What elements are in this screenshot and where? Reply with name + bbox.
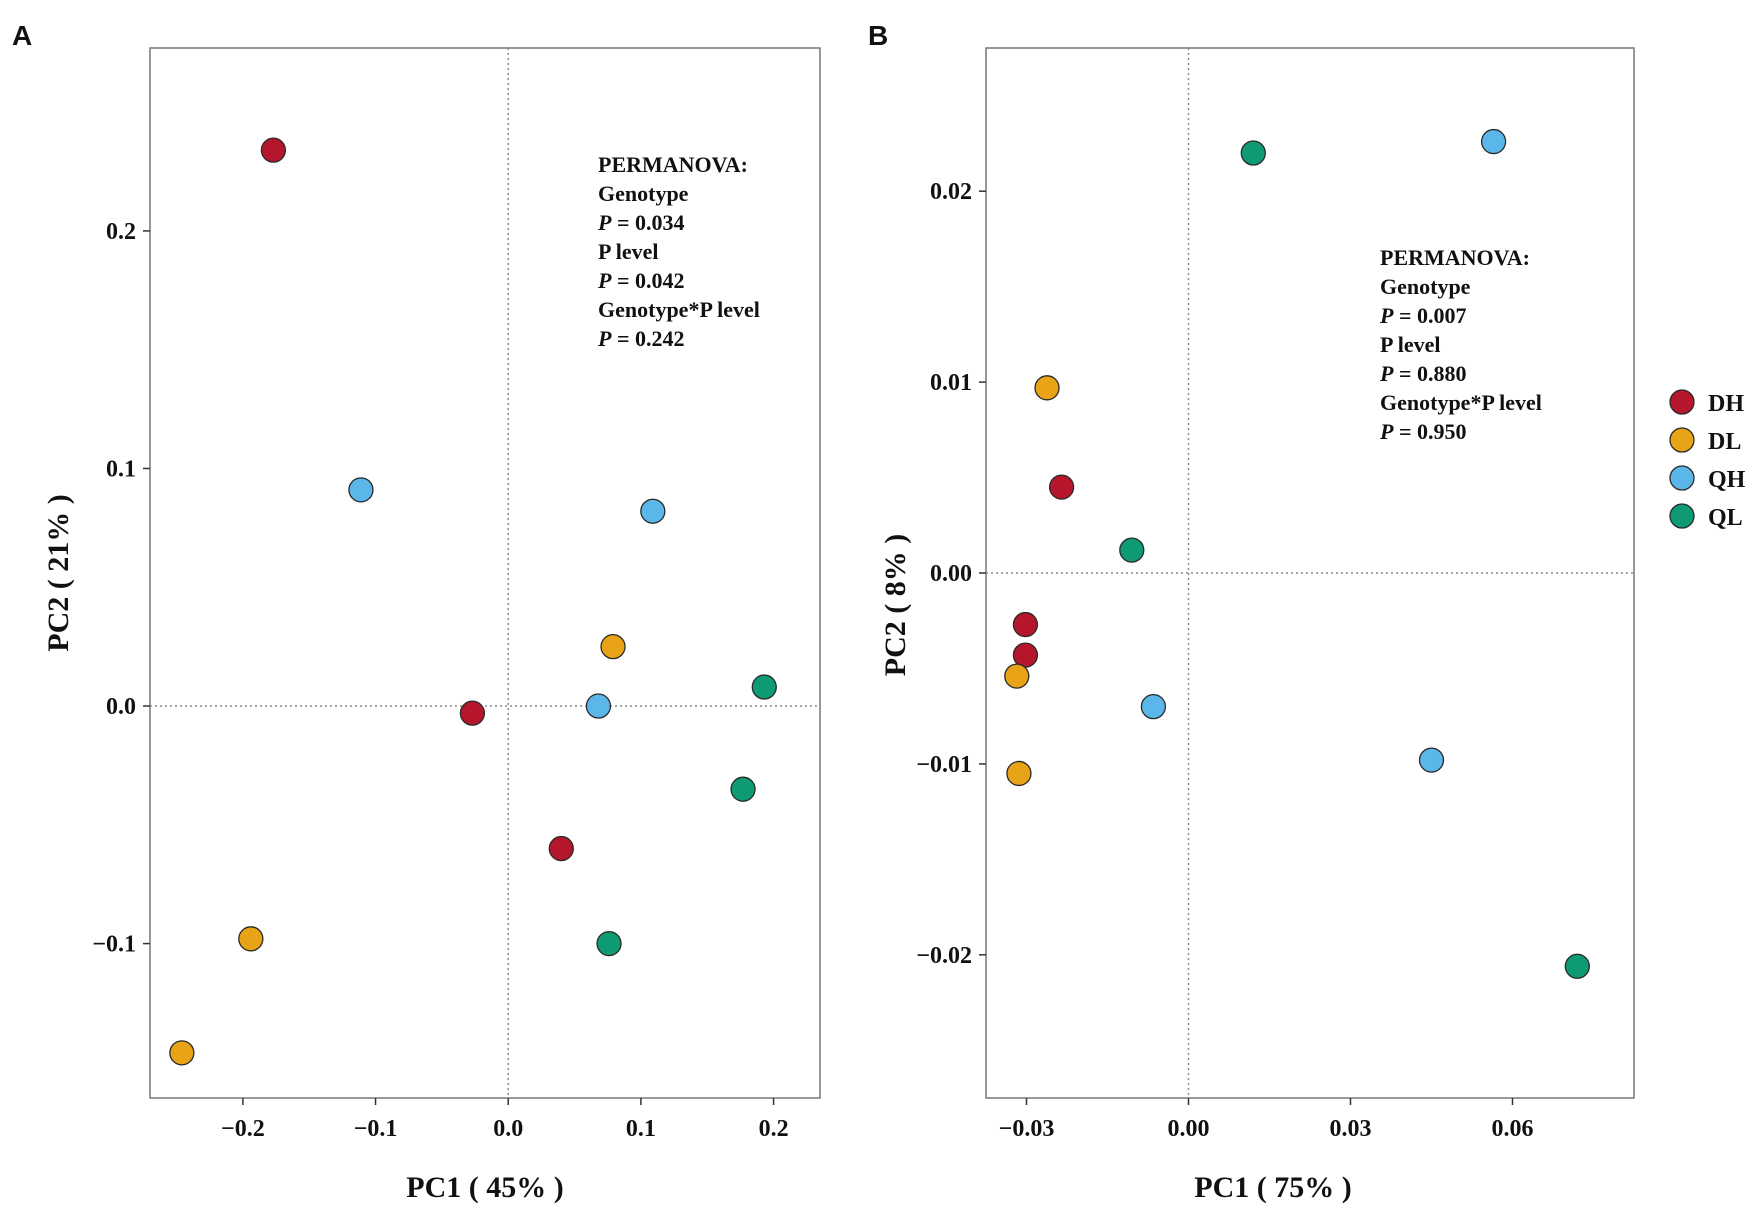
panel-a-point-ql — [730, 776, 756, 802]
legend-label-dl: DL — [1708, 429, 1741, 455]
legend-swatch-qh — [1669, 465, 1695, 491]
panel-b-point-ql — [1240, 140, 1266, 166]
panel-a-x-axis: −0.2 −0.1 0.0 0.1 0.2 — [221, 1098, 789, 1142]
panel-b-annotation-line: P = 0.950 — [1379, 419, 1467, 444]
panel-b-annotation-line: P level — [1380, 332, 1440, 357]
panel-b-y-tick-label: 0.02 — [930, 179, 972, 205]
panel-a-point-dh — [548, 835, 574, 862]
legend-label-qh: QH — [1708, 467, 1746, 493]
panel-a-pca-plot: −0.2 −0.1 0.0 0.1 0.2 −0.1 0.0 0.1 0.2 PC1 ( 45… — [42, 47, 821, 1204]
panel-a-point-ql — [596, 930, 622, 957]
panel-a-points — [169, 137, 777, 1066]
panel-a-y-tick-label: 0.1 — [106, 456, 136, 482]
panel-a-x-tick-label: 0.2 — [759, 1116, 789, 1142]
panel-b-y-tick-label: −0.01 — [916, 752, 972, 778]
panel-a-reference-lines — [150, 48, 820, 1098]
panel-b-annotation-line: P = 0.007 — [1379, 303, 1467, 328]
panel-b-annotation-line: Genotype*P level — [1380, 390, 1542, 415]
panel-b-label: B — [868, 20, 888, 51]
panel-a-y-axis: −0.1 0.0 0.1 0.2 — [92, 219, 150, 958]
panel-a-label: A — [12, 20, 32, 51]
panel-b-y-tick-label: −0.02 — [916, 943, 972, 969]
panel-b-points — [1004, 128, 1590, 979]
panel-a-x-tick-label: −0.1 — [354, 1116, 398, 1142]
panel-a-x-tick-label: 0.1 — [626, 1116, 656, 1142]
panel-b-annotation-line: Genotype — [1380, 274, 1471, 299]
panel-a-point-dl — [600, 633, 626, 660]
panel-a-plot-frame — [149, 47, 821, 1099]
panel-b-point-ql — [1564, 953, 1590, 979]
panel-a-point-qh — [640, 498, 666, 524]
panel-a-x-axis-label: PC1 ( 45% ) — [406, 1171, 563, 1204]
legend-label-ql: QL — [1708, 505, 1743, 531]
legend-label-dh: DH — [1708, 391, 1744, 417]
panel-a-point-qh — [348, 477, 374, 503]
panel-b-x-tick-label: 0.00 — [1168, 1116, 1210, 1142]
panel-a-annotation-line: PERMANOVA: — [598, 152, 748, 177]
panel-a-point-ql — [751, 674, 777, 700]
panel-b-y-axis: −0.02 −0.01 0.00 0.01 0.02 — [916, 179, 986, 969]
panel-b-annotation-line: P = 0.880 — [1379, 361, 1467, 386]
panel-b-permanova-annotation: PERMANOVA: Genotype P = 0.007 P level P = 0.… — [1379, 245, 1542, 444]
panel-a-annotation-line: P level — [598, 239, 658, 264]
panel-a-annotation-line: Genotype*P level — [598, 297, 760, 322]
panel-b-y-tick-label: 0.01 — [930, 370, 972, 396]
panel-a-annotation-line: P = 0.034 — [597, 210, 685, 235]
panel-a-annotation-line: P = 0.242 — [597, 326, 685, 351]
panel-b-pca-plot: −0.03 0.00 0.03 0.06 −0.02 −0.01 0.00 0.01 0.02… — [879, 47, 1635, 1204]
panel-b-x-tick-label: 0.03 — [1330, 1116, 1372, 1142]
panel-a-y-tick-label: 0.0 — [106, 694, 136, 720]
panel-a-point-dh — [260, 137, 287, 163]
panel-a-y-axis-label: PC2 ( 21% ) — [42, 494, 75, 651]
panel-a-point-dl — [238, 926, 264, 952]
panel-b-point-dh — [1012, 611, 1039, 638]
panel-b-point-dl — [1004, 663, 1030, 689]
panel-a-annotation-line: P = 0.042 — [597, 268, 685, 293]
panel-a-point-dh — [459, 700, 486, 726]
panel-b-x-tick-label: −0.03 — [999, 1116, 1055, 1142]
panel-a-x-tick-label: −0.2 — [221, 1116, 265, 1142]
panel-b-point-qh — [1418, 747, 1445, 773]
panel-b-y-axis-label: PC2 ( 8% ) — [879, 534, 912, 676]
panel-a-y-tick-label: −0.1 — [92, 932, 136, 958]
panel-a-annotation-line: Genotype — [598, 181, 689, 206]
panel-a-point-qh — [585, 693, 612, 719]
panel-a-permanova-annotation: PERMANOVA: Genotype P = 0.034 P level P = 0.… — [597, 152, 760, 351]
legend-swatch-dh — [1669, 389, 1695, 415]
panel-b-reference-lines — [986, 48, 1634, 1098]
panel-b-point-dl — [1034, 375, 1060, 401]
panel-b-point-dh — [1048, 474, 1075, 500]
panel-a-y-tick-label: 0.2 — [106, 219, 136, 245]
panel-a-point-dl — [169, 1040, 195, 1066]
legend-swatch-ql — [1669, 503, 1695, 529]
legend-swatch-dl — [1669, 427, 1695, 453]
panel-b-point-dl — [1006, 760, 1032, 787]
legend: DH DL QH QL — [1669, 389, 1746, 531]
panel-b-point-ql — [1119, 537, 1145, 563]
panel-b-point-qh — [1480, 128, 1507, 155]
panel-b-y-tick-label: 0.00 — [930, 561, 972, 587]
panel-b-annotation-line: PERMANOVA: — [1380, 245, 1530, 270]
panel-b-x-tick-label: 0.06 — [1492, 1116, 1534, 1142]
panel-b-x-axis: −0.03 0.00 0.03 0.06 — [999, 1098, 1534, 1142]
panel-b-x-axis-label: PC1 ( 75% ) — [1194, 1171, 1351, 1204]
panel-b-point-qh — [1140, 693, 1167, 720]
panel-a-x-tick-label: 0.0 — [493, 1116, 523, 1142]
